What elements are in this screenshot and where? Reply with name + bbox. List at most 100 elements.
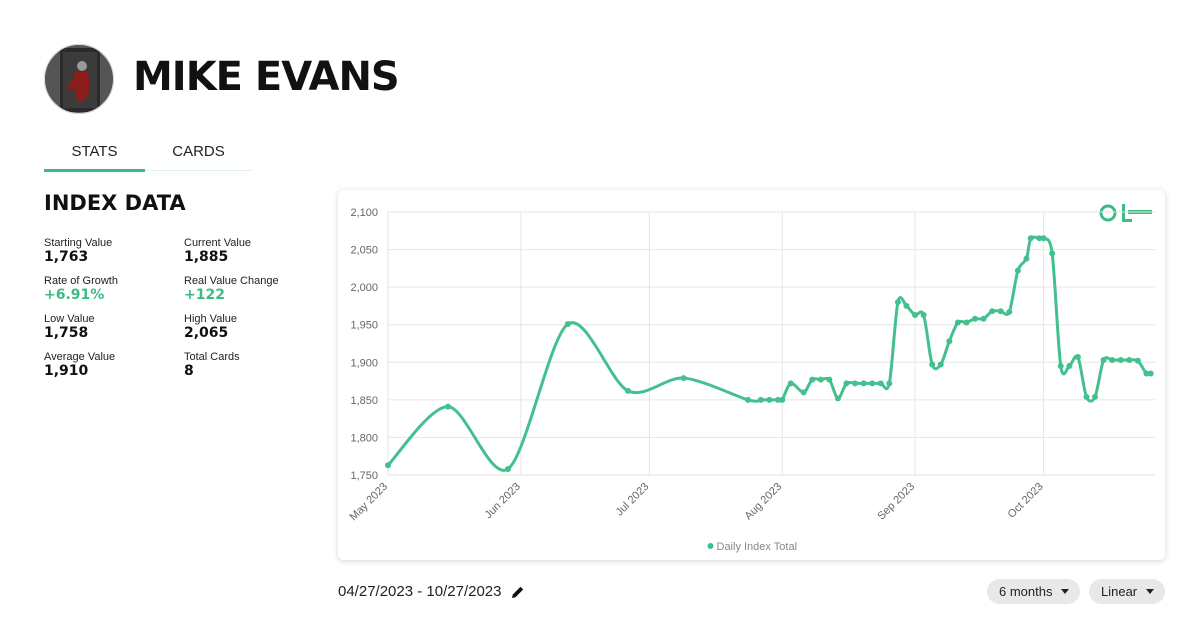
scale-select[interactable]: Linear [1089, 579, 1165, 604]
stat-label: Average Value [44, 351, 116, 363]
data-point [1049, 250, 1056, 257]
x-tick-label: Jun 2023 [482, 481, 522, 521]
y-tick-label: 1,900 [350, 357, 378, 369]
tab-rule [44, 170, 252, 171]
data-point [834, 395, 841, 402]
data-point [1147, 370, 1154, 377]
y-tick-label: 2,050 [350, 245, 378, 257]
data-point [1083, 393, 1090, 400]
data-point [929, 361, 936, 368]
date-range: 04/27/2023 - 10/27/2023 [338, 583, 502, 600]
stat-value: +6.91% [44, 287, 105, 303]
data-point [912, 311, 919, 318]
data-point [963, 319, 970, 326]
y-tick-label: 1,850 [350, 395, 378, 407]
data-point [989, 308, 996, 315]
data-point [1006, 308, 1013, 315]
data-point [843, 380, 850, 387]
x-tick-label: Sep 2023 [875, 481, 917, 523]
tab-stats[interactable]: STATS [71, 143, 118, 160]
data-point [1066, 363, 1073, 370]
data-point [1126, 357, 1133, 364]
data-point [1014, 267, 1021, 274]
data-point [774, 396, 781, 403]
edit-icon[interactable] [510, 584, 526, 600]
chart: 1,750 1,800 1,850 1,900 1,950 2,000 2,050 2,100… [347, 204, 1155, 553]
data-point [920, 311, 927, 318]
data-point [903, 302, 910, 309]
legend-marker [707, 543, 714, 549]
data-point [1040, 235, 1047, 242]
data-point [1027, 235, 1034, 242]
data-point [1109, 357, 1116, 364]
stat-value: 1,763 [44, 249, 89, 265]
data-point [972, 315, 979, 322]
data-point [1117, 357, 1124, 364]
stat-label: Real Value Change [184, 275, 279, 287]
data-point [937, 361, 944, 368]
stat-label: Current Value [184, 237, 252, 249]
stat-label: Rate of Growth [44, 275, 118, 287]
stat-value: 1,910 [44, 363, 89, 379]
data-point [787, 380, 794, 387]
series-line [386, 235, 1152, 472]
x-tick-label: May 2023 [347, 481, 390, 524]
data-point [1074, 354, 1081, 361]
data-point [877, 380, 884, 387]
x-tick-label: Aug 2023 [743, 481, 785, 523]
stat-value: +122 [184, 287, 225, 303]
stat-value: 1,885 [184, 249, 229, 265]
section-title: INDEX DATA [44, 191, 186, 215]
data-point [624, 387, 631, 394]
data-point [946, 338, 953, 345]
y-tick-label: 1,950 [350, 320, 378, 332]
tab-indicator [44, 169, 145, 172]
data-point [826, 376, 833, 383]
data-point [1134, 357, 1141, 364]
data-point [894, 299, 901, 306]
stat-value: 8 [184, 363, 194, 379]
data-point [1143, 370, 1150, 377]
data-point [997, 308, 1004, 315]
stat-label: Total Cards [184, 351, 240, 363]
x-tick-label: Jul 2023 [614, 481, 652, 519]
period-select[interactable]: 6 months [987, 579, 1080, 604]
logo [1099, 204, 1152, 222]
data-point [869, 380, 876, 387]
data-point [817, 376, 824, 383]
data-point [954, 319, 961, 326]
data-point [860, 380, 867, 387]
data-point [444, 403, 451, 410]
stat-label: Low Value [44, 313, 95, 325]
data-point [757, 396, 764, 403]
data-point [809, 376, 816, 383]
data-point [744, 396, 751, 403]
stat-value: 1,758 [44, 325, 89, 341]
y-tick-label: 2,100 [350, 207, 378, 219]
data-point [766, 396, 773, 403]
data-point [1023, 255, 1030, 262]
legend-label: Daily Index Total [717, 541, 798, 553]
data-point [980, 315, 987, 322]
data-point [852, 380, 859, 387]
y-tick-label: 2,000 [350, 282, 378, 294]
data-point [564, 320, 571, 327]
y-tick-label: 1,800 [350, 432, 378, 444]
y-tick-label: 1,750 [350, 470, 378, 482]
avatar [44, 44, 114, 114]
player-name: MIKE EVANS [133, 54, 400, 100]
data-point [680, 375, 687, 382]
data-point [1036, 235, 1043, 242]
stat-value: 2,065 [184, 325, 229, 341]
data-point [886, 380, 893, 387]
data-point [385, 462, 391, 469]
data-point [1057, 363, 1064, 370]
data-point [1092, 393, 1099, 400]
data-point [1100, 357, 1107, 364]
data-point [504, 465, 511, 472]
data-point [800, 389, 807, 396]
stat-label: Starting Value [44, 237, 113, 249]
tab-cards[interactable]: CARDS [172, 143, 225, 160]
stat-label: High Value [184, 313, 237, 325]
